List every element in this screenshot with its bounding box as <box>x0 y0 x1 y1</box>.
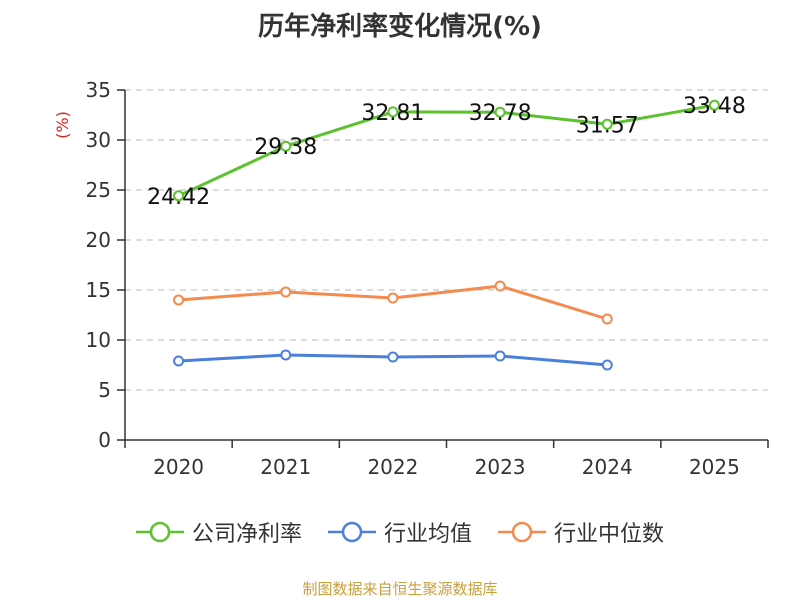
data-label: 33.48 <box>683 94 746 119</box>
y-axis-unit-label: (%) <box>53 111 72 139</box>
data-point <box>173 294 185 306</box>
data-point <box>601 118 613 130</box>
data-point <box>280 140 292 152</box>
data-point <box>601 359 613 371</box>
data-point <box>173 190 185 202</box>
legend-label-industry-median: 行业中位数 <box>554 522 665 547</box>
y-tick-label: 35 <box>86 78 111 102</box>
x-tick-label: 2023 <box>475 455 526 479</box>
source-note: 制图数据来自恒生聚源数据库 <box>302 580 498 598</box>
data-point <box>601 313 613 325</box>
chart-title: 历年净利率变化情况(%) <box>258 12 542 42</box>
data-label: 24.42 <box>147 185 210 210</box>
x-tick-label: 2021 <box>260 455 311 479</box>
x-tick-label: 2020 <box>153 455 204 479</box>
data-point <box>387 351 399 363</box>
data-point <box>387 292 399 304</box>
y-tick-label: 25 <box>86 178 111 202</box>
data-point <box>494 106 506 118</box>
x-tick-label: 2022 <box>367 455 418 479</box>
data-point <box>708 99 720 111</box>
data-label: 32.78 <box>469 101 532 126</box>
data-point <box>173 355 185 367</box>
y-tick-label: 10 <box>86 328 111 352</box>
data-point <box>494 350 506 362</box>
y-tick-label: 15 <box>86 278 111 302</box>
legend-swatch-company <box>135 521 184 543</box>
data-label: 29.38 <box>254 135 317 160</box>
y-tick-label: 0 <box>98 428 111 452</box>
legend-item-industry-average[interactable]: 行业均值 <box>327 516 472 548</box>
y-tick-label: 20 <box>86 228 111 252</box>
data-point <box>494 280 506 292</box>
data-point <box>280 349 292 361</box>
legend-swatch-industry-average <box>327 521 376 543</box>
legend-swatch-industry-median <box>498 521 546 543</box>
data-label: 32.81 <box>361 101 424 126</box>
legend: 公司净利率 行业均值 行业中位数 <box>0 516 800 548</box>
y-tick-label: 30 <box>86 128 111 152</box>
data-point <box>280 286 292 298</box>
data-point <box>387 106 399 118</box>
legend-item-industry-median[interactable]: 行业中位数 <box>498 516 664 548</box>
series-line-0 <box>177 103 715 198</box>
legend-item-company[interactable]: 公司净利率 <box>135 516 302 548</box>
x-tick-label: 2025 <box>689 455 740 479</box>
data-label: 31.57 <box>576 113 639 138</box>
legend-label-industry-average: 行业均值 <box>383 522 472 547</box>
x-tick-label: 2024 <box>582 455 633 479</box>
y-tick-label: 5 <box>98 378 111 402</box>
legend-label-company: 公司净利率 <box>191 522 302 547</box>
